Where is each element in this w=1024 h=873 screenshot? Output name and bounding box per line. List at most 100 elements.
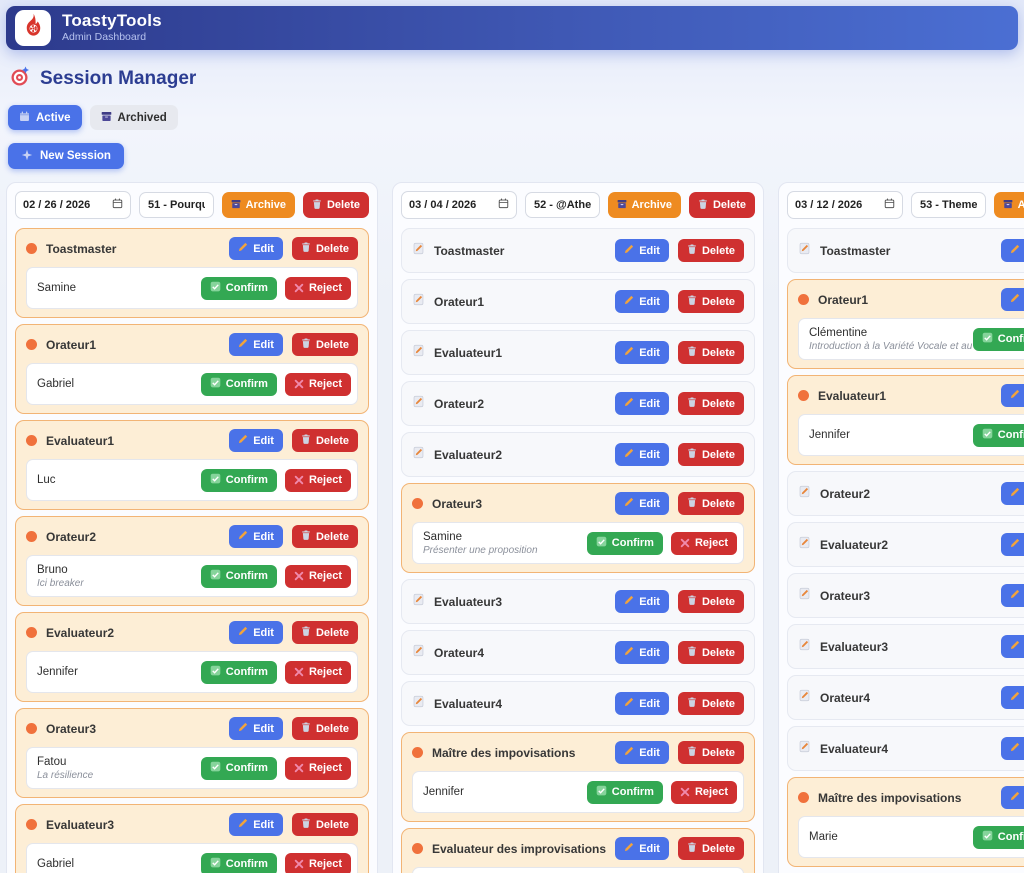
delete-role-button[interactable]: Delete <box>291 333 358 356</box>
edit-role-button[interactable]: Edit <box>615 590 669 613</box>
edit-label: Edit <box>253 338 274 351</box>
confirm-button[interactable]: Confirm <box>586 780 663 804</box>
edit-role-button[interactable]: Edit <box>615 641 669 664</box>
edit-role-button[interactable]: Edit <box>615 290 669 313</box>
edit-role-button[interactable]: Edit <box>229 621 283 644</box>
delete-role-button[interactable]: Delete <box>677 837 744 860</box>
confirm-button[interactable]: Confirm <box>200 468 277 492</box>
delete-role-button[interactable]: Delete <box>291 237 358 260</box>
edit-role-button[interactable]: Edit <box>1001 584 1024 607</box>
archive-session-button[interactable]: Archive <box>607 192 681 218</box>
edit-role-button[interactable]: Edit <box>229 333 283 356</box>
confirm-button[interactable]: Confirm <box>200 756 277 780</box>
reject-button[interactable]: Reject <box>284 756 351 780</box>
edit-role-button[interactable]: Edit <box>1001 737 1024 760</box>
edit-role-button[interactable]: Edit <box>1001 384 1024 407</box>
confirm-button[interactable]: Confirm <box>972 423 1024 447</box>
edit-role-button[interactable]: Edit <box>1001 288 1024 311</box>
reject-button[interactable]: Reject <box>284 564 351 588</box>
edit-role-button[interactable]: Edit <box>1001 239 1024 262</box>
archive-session-button[interactable]: Archive <box>221 192 295 218</box>
role-card-empty: Evaluateur3 Edit Delete <box>401 579 755 624</box>
delete-role-button[interactable]: Delete <box>291 717 358 740</box>
role-card-empty: Evaluateur2 Edit Delete <box>787 522 1024 567</box>
new-session-button[interactable]: New Session <box>8 143 124 169</box>
delete-session-button[interactable]: Delete <box>302 192 369 218</box>
reject-button[interactable]: Reject <box>284 852 351 873</box>
edit-role-button[interactable]: Edit <box>229 429 283 452</box>
delete-role-button[interactable]: Delete <box>677 290 744 313</box>
session-date-input[interactable]: 03 / 04 / 2026 <box>401 191 517 219</box>
edit-role-button[interactable]: Edit <box>1001 482 1024 505</box>
confirm-button[interactable]: Confirm <box>200 852 277 873</box>
role-card-empty: Evaluateur3 Edit Delete <box>787 624 1024 669</box>
reject-button[interactable]: Reject <box>284 276 351 300</box>
pencil-icon <box>1010 589 1020 602</box>
assignment-box: Samine Présenter une proposition Confirm… <box>412 522 744 564</box>
role-card-empty: Orateur4 Edit Delete <box>787 675 1024 720</box>
calendar-icon[interactable] <box>884 198 895 212</box>
reject-button[interactable]: Reject <box>284 372 351 396</box>
delete-role-button[interactable]: Delete <box>677 590 744 613</box>
pencil-icon <box>624 448 634 461</box>
confirm-button[interactable]: Confirm <box>200 660 277 684</box>
edit-role-button[interactable]: Edit <box>615 692 669 715</box>
tab-active[interactable]: Active <box>8 105 82 130</box>
delete-role-button[interactable]: Delete <box>291 429 358 452</box>
session-date-input[interactable]: 03 / 12 / 2026 <box>787 191 903 219</box>
delete-role-button[interactable]: Delete <box>677 392 744 415</box>
calendar-icon[interactable] <box>498 198 509 212</box>
edit-role-button[interactable]: Edit <box>615 443 669 466</box>
delete-role-button[interactable]: Delete <box>677 492 744 515</box>
checkbox-icon <box>596 536 607 550</box>
confirm-button[interactable]: Confirm <box>200 564 277 588</box>
edit-role-button[interactable]: Edit <box>1001 635 1024 658</box>
edit-role-button[interactable]: Edit <box>229 717 283 740</box>
delete-role-button[interactable]: Delete <box>677 341 744 364</box>
delete-role-button[interactable]: Delete <box>291 813 358 836</box>
assignment-box: Jennifer Confirm Reject <box>26 651 358 693</box>
edit-role-button[interactable]: Edit <box>615 492 669 515</box>
delete-role-button[interactable]: Delete <box>677 239 744 262</box>
edit-role-button[interactable]: Edit <box>1001 533 1024 556</box>
top-bar: ToastyTools Admin Dashboard <box>6 6 1018 50</box>
calendar-icon[interactable] <box>112 198 123 212</box>
edit-role-button[interactable]: Edit <box>229 813 283 836</box>
tab-archived[interactable]: Archived <box>89 105 178 130</box>
archive-session-button[interactable]: Archive <box>993 192 1024 218</box>
delete-role-button[interactable]: Delete <box>677 641 744 664</box>
edit-role-button[interactable]: Edit <box>615 392 669 415</box>
session-date-input[interactable]: 02 / 26 / 2026 <box>15 191 131 219</box>
confirm-button[interactable]: Confirm <box>586 531 663 555</box>
session-name-input[interactable] <box>139 192 214 218</box>
reject-button[interactable]: Reject <box>670 531 737 555</box>
edit-role-button[interactable]: Edit <box>615 741 669 764</box>
edit-role-button[interactable]: Edit <box>229 237 283 260</box>
role-title: Evaluateur1 <box>818 388 887 403</box>
delete-role-button[interactable]: Delete <box>677 692 744 715</box>
trash-icon <box>687 595 697 608</box>
checkbox-icon <box>210 473 221 487</box>
session-name-input[interactable] <box>525 192 600 218</box>
confirm-button[interactable]: Confirm <box>200 372 277 396</box>
confirm-button[interactable]: Confirm <box>200 276 277 300</box>
edit-role-button[interactable]: Edit <box>1001 786 1024 809</box>
delete-role-button[interactable]: Delete <box>291 621 358 644</box>
reject-button[interactable]: Reject <box>670 780 737 804</box>
delete-session-button[interactable]: Delete <box>688 192 755 218</box>
confirm-button[interactable]: Confirm <box>972 825 1024 849</box>
edit-role-button[interactable]: Edit <box>615 837 669 860</box>
edit-role-button[interactable]: Edit <box>615 239 669 262</box>
role-card-empty: Evaluateur1 Edit Delete <box>401 330 755 375</box>
edit-role-button[interactable]: Edit <box>1001 686 1024 709</box>
delete-role-button[interactable]: Delete <box>677 741 744 764</box>
delete-role-button[interactable]: Delete <box>291 525 358 548</box>
edit-role-button[interactable]: Edit <box>229 525 283 548</box>
edit-role-button[interactable]: Edit <box>615 341 669 364</box>
reject-button[interactable]: Reject <box>284 660 351 684</box>
session-name-input[interactable] <box>911 192 986 218</box>
reject-button[interactable]: Reject <box>284 468 351 492</box>
confirm-button[interactable]: Confirm <box>972 327 1024 351</box>
delete-role-button[interactable]: Delete <box>677 443 744 466</box>
role-title: Orateur2 <box>434 396 485 411</box>
